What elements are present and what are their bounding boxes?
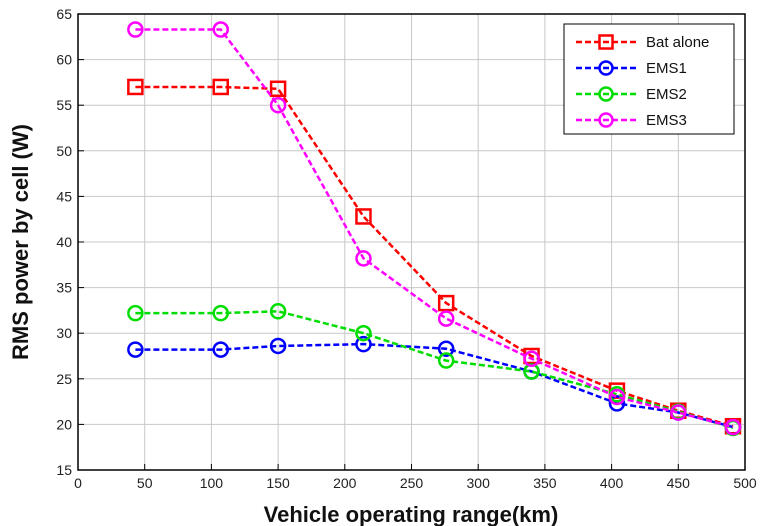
data-point	[269, 303, 287, 320]
data-point	[608, 395, 626, 412]
y-tick-label: 60	[56, 52, 72, 68]
x-tick-label: 450	[667, 475, 691, 491]
data-point	[212, 341, 229, 358]
legend-entries: Bat alone EMS1 EMS2 EMS3	[576, 34, 709, 129]
x-tick-label: 100	[200, 475, 224, 491]
data-point	[437, 310, 455, 327]
x-tick-label: 350	[533, 475, 557, 491]
legend-box	[563, 23, 735, 135]
series-line-ems3	[135, 28, 734, 429]
series-ems2	[127, 303, 742, 437]
y-tick-label: 50	[56, 143, 72, 159]
y-tick-label: 30	[56, 325, 72, 341]
legend-marker	[598, 112, 614, 128]
y-tick-label: 20	[56, 416, 72, 432]
y-tick-label: 40	[56, 234, 72, 250]
x-tick-label: 50	[137, 475, 153, 491]
data-point	[269, 337, 287, 355]
data-point	[355, 324, 372, 342]
legend-marker	[598, 34, 614, 50]
data-point	[127, 21, 144, 38]
legend-entry-ems3: EMS3	[576, 112, 687, 129]
data-point	[127, 304, 144, 322]
legend-label: EMS2	[646, 86, 687, 103]
data-point	[355, 335, 372, 353]
data-point	[437, 340, 455, 357]
data-point	[212, 304, 229, 322]
data-point	[724, 418, 742, 436]
y-tick-label: 45	[56, 188, 72, 204]
legend-marker	[598, 60, 614, 76]
legend-entry-ems1: EMS1	[576, 60, 687, 77]
y-tick-label: 55	[56, 97, 72, 113]
data-point	[355, 250, 372, 267]
data-point	[523, 350, 540, 367]
tick-labels: 0 50 100 150 200 250 300 350 400 450 500 15 20 25 30 35…	[56, 6, 756, 491]
x-tick-label: 0	[74, 475, 82, 491]
x-tick-label: 400	[600, 475, 624, 491]
series-line-ems1	[135, 342, 734, 429]
data-point	[437, 294, 455, 312]
legend: Bat alone EMS1 EMS2 EMS3	[563, 23, 735, 135]
x-tick-label: 250	[400, 475, 424, 491]
data-point	[608, 388, 626, 406]
series-line-ems2	[135, 310, 734, 430]
x-tick-label: 500	[733, 475, 757, 491]
y-tick-label: 25	[56, 371, 72, 387]
series-group	[127, 21, 742, 437]
y-tick-label: 65	[56, 6, 72, 22]
legend-label: EMS1	[646, 60, 687, 77]
y-tick-label: 15	[56, 462, 72, 478]
data-point	[670, 404, 687, 421]
plot-frame	[77, 13, 746, 471]
data-point	[212, 21, 229, 38]
x-tick-label: 300	[467, 475, 491, 491]
legend-label: Bat alone	[646, 34, 709, 51]
x-axis-title: Vehicle operating range(km)	[264, 502, 559, 526]
data-point	[127, 78, 144, 96]
x-tick-label: 150	[266, 475, 290, 491]
data-point	[269, 80, 287, 98]
data-point	[127, 341, 144, 358]
data-point	[269, 96, 287, 114]
y-axis-title: RMS power by cell (W)	[8, 124, 33, 360]
series-line-bat-alone	[135, 85, 734, 428]
legend-marker	[598, 86, 614, 102]
series-ems3	[127, 21, 742, 436]
legend-entry-ems2: EMS2	[576, 86, 687, 103]
data-point	[212, 78, 229, 96]
data-point	[355, 208, 372, 225]
legend-entry-bat-alone: Bat alone	[576, 34, 709, 51]
data-point	[437, 352, 455, 369]
legend-label: EMS3	[646, 112, 687, 129]
x-tick-label: 200	[333, 475, 357, 491]
y-tick-label: 35	[56, 280, 72, 296]
